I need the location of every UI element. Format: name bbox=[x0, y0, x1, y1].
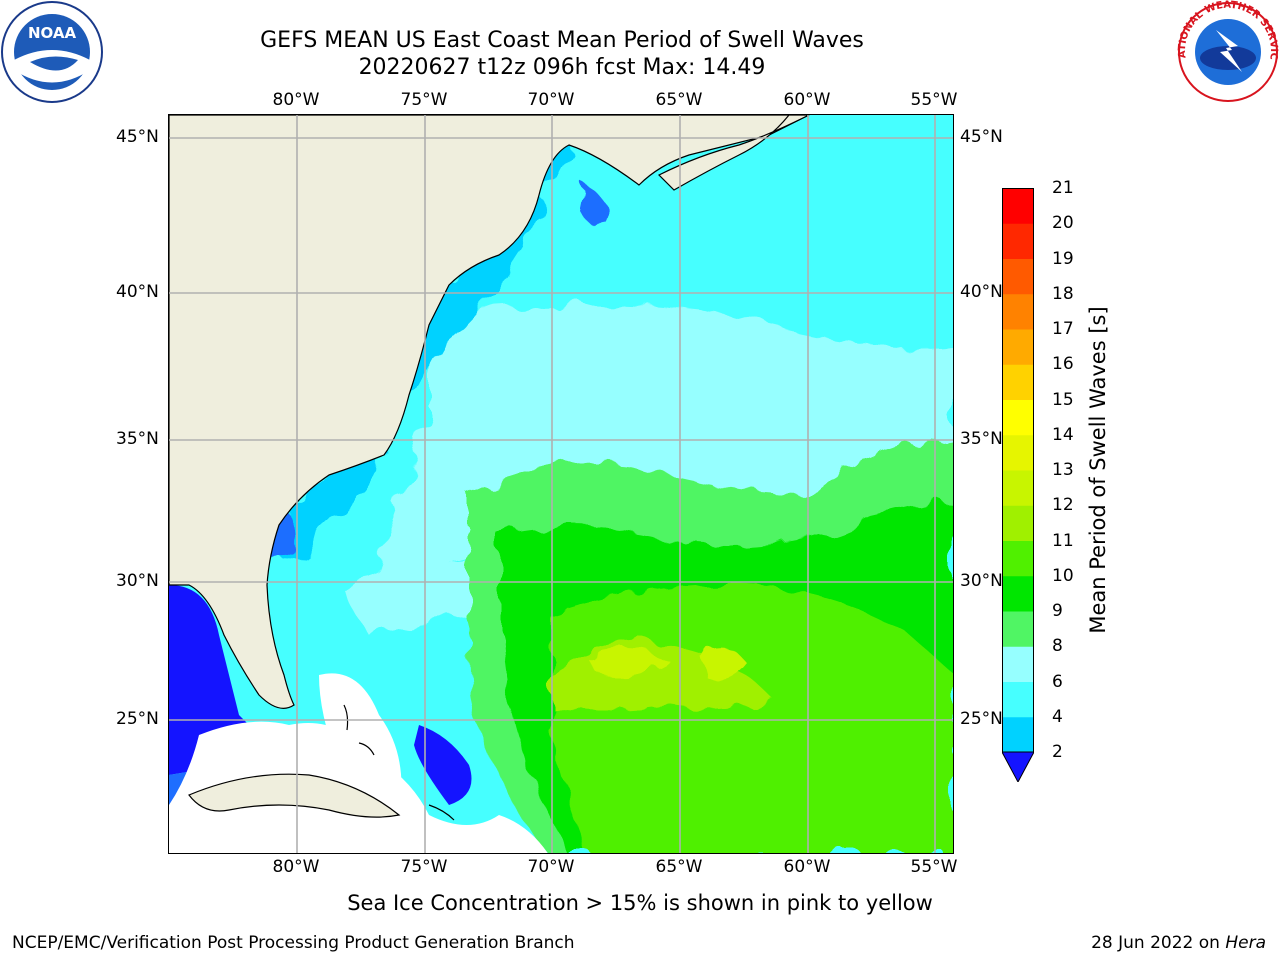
land-cuba bbox=[188, 773, 401, 818]
lon-label-bottom: 75°W bbox=[400, 857, 448, 877]
colorbar-tick-label: 19 bbox=[1052, 248, 1074, 269]
lon-label-bottom: 80°W bbox=[272, 857, 320, 877]
colorbar bbox=[1002, 188, 1034, 782]
colorbar-tick-label: 11 bbox=[1052, 530, 1074, 551]
lat-label-left: 35°N bbox=[116, 429, 159, 449]
colorbar-bin bbox=[1002, 646, 1034, 682]
map-canvas bbox=[169, 115, 953, 853]
lon-label-top: 65°W bbox=[655, 90, 703, 110]
lat-label-right: 45°N bbox=[960, 127, 1003, 147]
colorbar-bin bbox=[1002, 223, 1034, 259]
colorbar-bin bbox=[1002, 611, 1034, 647]
lon-label-top: 80°W bbox=[272, 90, 320, 110]
footer-host: Hera bbox=[1225, 933, 1266, 953]
map-panel bbox=[168, 114, 954, 854]
lon-label-top: 55°W bbox=[910, 90, 958, 110]
lat-label-left: 30°N bbox=[116, 571, 159, 591]
land-bahamas-islands bbox=[343, 704, 455, 821]
land-north-america bbox=[169, 115, 810, 709]
land-nova-scotia bbox=[657, 115, 810, 191]
chart-title: GEFS MEAN US East Coast Mean Period of S… bbox=[260, 28, 864, 53]
nws-logo: NATIONAL WEATHER SERVICE bbox=[1176, 0, 1279, 102]
lon-label-bottom: 60°W bbox=[783, 857, 831, 877]
lon-label-bottom: 55°W bbox=[910, 857, 958, 877]
colorbar-tick-label: 9 bbox=[1052, 601, 1063, 621]
lat-label-right: 35°N bbox=[960, 429, 1003, 449]
sea-ice-note: Sea Ice Concentration > 15% is shown in … bbox=[347, 891, 933, 915]
masked-area-bahamas bbox=[319, 673, 402, 815]
colorbar-bin bbox=[1002, 575, 1034, 612]
lon-label-top: 75°W bbox=[400, 90, 448, 110]
lat-label-right: 40°N bbox=[960, 282, 1003, 302]
swell-zone-13-14 bbox=[589, 652, 669, 676]
colorbar-bin bbox=[1002, 364, 1034, 400]
chart-subtitle: 20220627 t12z 096h fcst Max: 14.49 bbox=[358, 55, 766, 80]
footer-producer: NCEP/EMC/Verification Post Processing Pr… bbox=[12, 933, 575, 953]
footer-date-text: 28 Jun 2022 on bbox=[1091, 933, 1220, 953]
lon-label-top: 60°W bbox=[783, 90, 831, 110]
graticule bbox=[169, 115, 953, 853]
colorbar-tick-label: 21 bbox=[1052, 178, 1074, 198]
colorbar-tick-label: 10 bbox=[1052, 565, 1074, 586]
swell-zone-below-2 bbox=[414, 725, 472, 805]
lon-label-top: 70°W bbox=[527, 90, 575, 110]
colorbar-bin bbox=[1002, 188, 1034, 224]
colorbar-tick-label: 15 bbox=[1052, 389, 1074, 410]
colorbar-bin bbox=[1002, 258, 1034, 295]
colorbar-tick-label: 18 bbox=[1052, 283, 1074, 304]
colorbar-tick-label: 12 bbox=[1052, 495, 1074, 516]
lat-label-left: 25°N bbox=[116, 709, 159, 729]
colorbar-bin bbox=[1002, 540, 1034, 577]
noaa-logo-text: NOAA bbox=[28, 24, 77, 42]
colorbar-tick-label: 6 bbox=[1052, 671, 1063, 692]
colorbar-bin bbox=[1002, 470, 1034, 506]
colorbar-bin bbox=[1002, 681, 1034, 718]
colorbar-extend-triangle bbox=[1002, 751, 1034, 782]
colorbar-bin bbox=[1002, 293, 1034, 330]
colorbar-tick-label: 8 bbox=[1052, 636, 1063, 657]
lat-label-left: 45°N bbox=[116, 127, 159, 147]
footer-date: 28 Jun 2022 on Hera bbox=[1091, 933, 1266, 953]
colorbar-tick-label: 2 bbox=[1052, 742, 1063, 762]
colorbar-bin bbox=[1002, 505, 1034, 541]
colorbar-bin bbox=[1002, 399, 1034, 436]
colorbar-tick-label: 20 bbox=[1052, 213, 1074, 234]
swell-zone-2-4 bbox=[579, 185, 609, 226]
colorbar-tick-label: 4 bbox=[1052, 706, 1063, 727]
colorbar-tick-label: 13 bbox=[1052, 460, 1074, 480]
lon-label-bottom: 65°W bbox=[655, 857, 703, 877]
colorbar-tick-label: 17 bbox=[1052, 319, 1074, 339]
colorbar-outline bbox=[1002, 188, 1034, 753]
swell-zone-13-14 bbox=[699, 648, 744, 676]
lat-label-right: 30°N bbox=[960, 571, 1003, 591]
colorbar-bin bbox=[1002, 329, 1034, 365]
colorbar-label: Mean Period of Swell Waves [s] bbox=[1086, 306, 1110, 634]
lat-label-right: 25°N bbox=[960, 709, 1003, 729]
colorbar-bin bbox=[1002, 434, 1034, 471]
lat-label-left: 40°N bbox=[116, 282, 159, 302]
noaa-logo: NOAA bbox=[1, 1, 103, 103]
colorbar-tick-label: 14 bbox=[1052, 424, 1074, 445]
lon-label-bottom: 70°W bbox=[527, 857, 575, 877]
colorbar-bin bbox=[1002, 716, 1034, 753]
colorbar-tick-label: 16 bbox=[1052, 354, 1074, 375]
